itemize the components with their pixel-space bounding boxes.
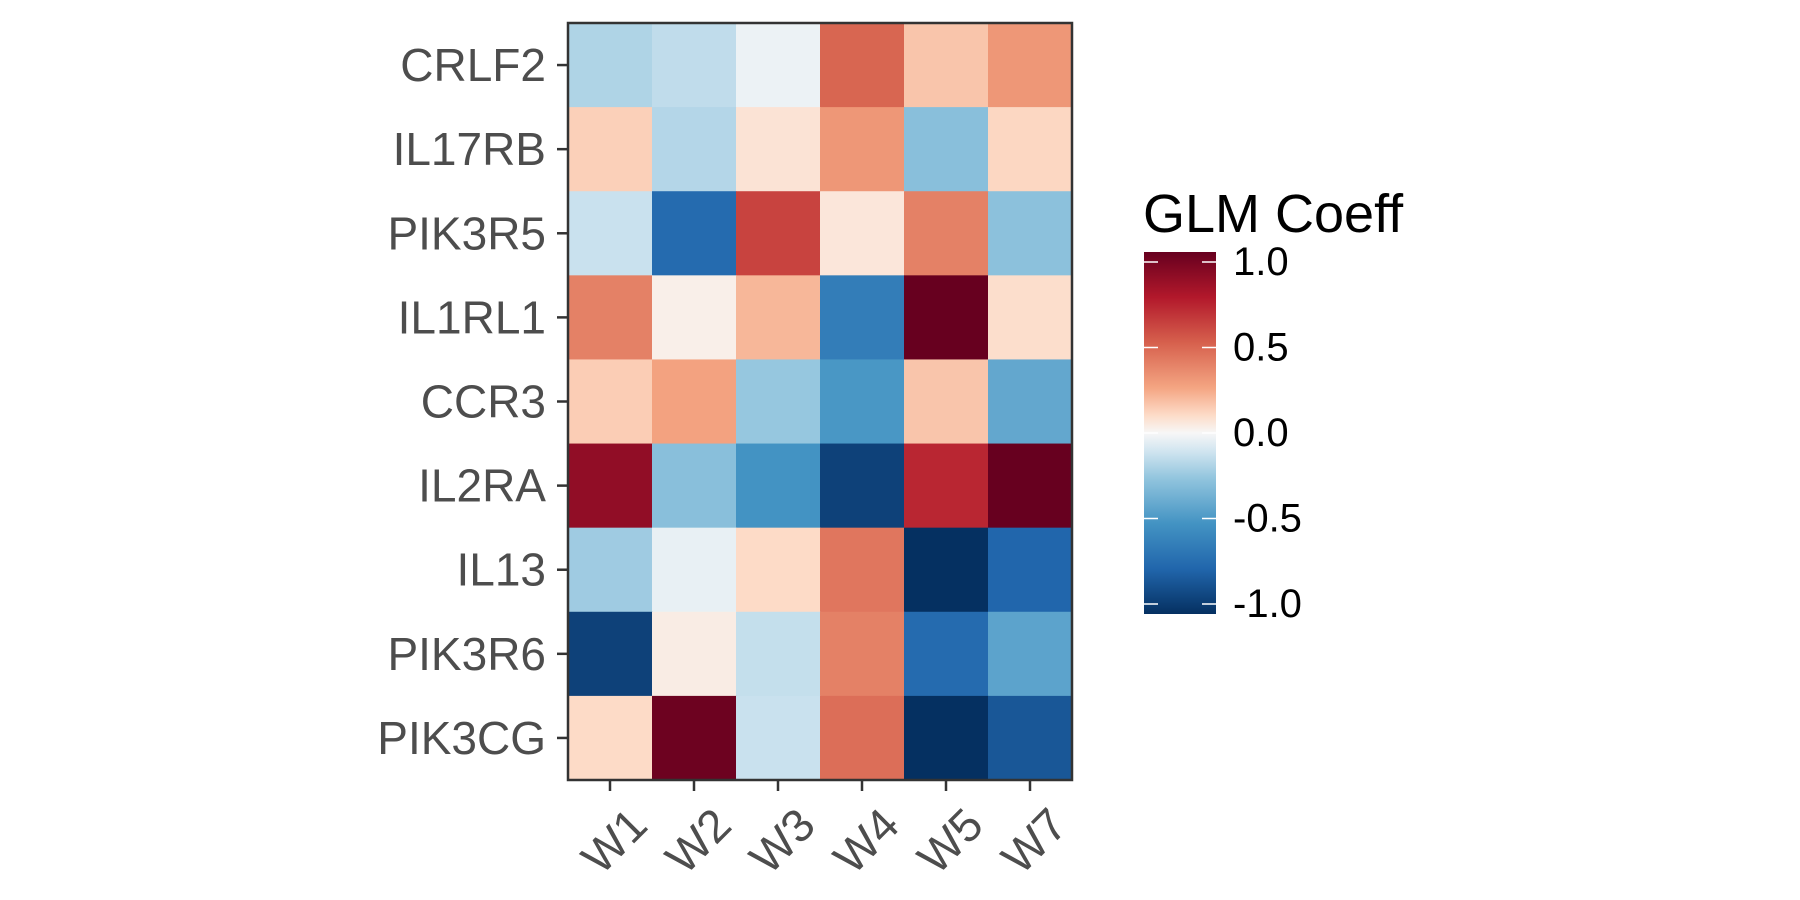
heatmap-cell-pik3r6-w5 — [904, 611, 989, 697]
heatmap-cell-il13-w7 — [988, 527, 1073, 613]
colorbar-tick-label: -0.5 — [1233, 497, 1302, 541]
heatmap-cell-il2ra-w2 — [652, 443, 737, 529]
heatmap-cell-il1rl1-w3 — [736, 275, 821, 361]
heatmap-cell-il17rb-w7 — [988, 107, 1073, 192]
y-tick-label-pik3r6: PIK3R6 — [387, 628, 546, 680]
heatmap-cell-pik3r5-w7 — [988, 191, 1073, 276]
y-tick-label-crlf2: CRLF2 — [400, 39, 546, 91]
heatmap-cell-il13-w1 — [568, 527, 653, 613]
heatmap-cell-il13-w3 — [736, 527, 821, 613]
heatmap-cell-ccr3-w7 — [988, 359, 1073, 445]
heatmap-cell-pik3r6-w1 — [568, 611, 653, 697]
heatmap-cell-il17rb-w3 — [736, 107, 821, 192]
x-tick-label-w4: W4 — [823, 798, 909, 884]
heatmap-cell-pik3r6-w4 — [820, 611, 905, 697]
x-tick-label-w5: W5 — [907, 798, 993, 884]
heatmap-cell-pik3r5-w1 — [568, 191, 653, 276]
y-tick-label-pik3r5: PIK3R5 — [387, 207, 546, 259]
heatmap-cell-pik3r5-w2 — [652, 191, 737, 276]
colorbar-ticks: 1.0 0.5 0.0 -0.5 -1.0 — [1144, 240, 1302, 626]
heatmap-cell-pik3cg-w1 — [568, 695, 653, 781]
heatmap-cell-pik3r6-w3 — [736, 611, 821, 697]
heatmap-cell-il17rb-w1 — [568, 107, 653, 192]
heatmap-cell-pik3r5-w4 — [820, 191, 905, 276]
heatmap-cell-il1rl1-w5 — [904, 275, 989, 361]
heatmap-cell-crlf2-w1 — [568, 23, 653, 108]
colorbar-tick-label: 0.0 — [1233, 411, 1289, 455]
heatmap-cell-pik3r6-w7 — [988, 611, 1073, 697]
heatmap-cell-pik3r5-w3 — [736, 191, 821, 276]
x-tick-label-w3: W3 — [739, 798, 825, 884]
y-tick-label-ccr3: CCR3 — [421, 376, 546, 428]
heatmap-cells — [568, 23, 1073, 781]
x-tick-label-w7: W7 — [991, 798, 1077, 884]
heatmap-cell-crlf2-w5 — [904, 23, 989, 108]
heatmap-cell-pik3cg-w5 — [904, 695, 989, 781]
heatmap-cell-pik3r6-w2 — [652, 611, 737, 697]
y-tick-label-il2ra: IL2RA — [418, 460, 546, 512]
heatmap-cell-il2ra-w7 — [988, 443, 1073, 529]
heatmap-cell-pik3cg-w7 — [988, 695, 1073, 781]
y-tick-label-il17rb: IL17RB — [393, 123, 546, 175]
heatmap-cell-ccr3-w1 — [568, 359, 653, 445]
x-tick-label-w2: W2 — [655, 798, 741, 884]
heatmap-cell-crlf2-w4 — [820, 23, 905, 108]
colorbar-tick-label: 1.0 — [1233, 240, 1289, 284]
colorbar-legend: GLM Coeff 1.0 0.5 0.0 -0.5 -1.0 — [1143, 184, 1404, 626]
heatmap-cell-il13-w4 — [820, 527, 905, 613]
x-tick-label-w1: W1 — [571, 798, 657, 884]
heatmap-cell-il2ra-w3 — [736, 443, 821, 529]
heatmap-cell-il17rb-w4 — [820, 107, 905, 192]
heatmap-cell-il1rl1-w2 — [652, 275, 737, 361]
heatmap-cell-crlf2-w7 — [988, 23, 1073, 108]
y-axis: CRLF2 IL17RB PIK3R5 IL1RL1 CCR3 IL2RA IL13 PIK3… — [377, 39, 568, 764]
heatmap-cell-pik3cg-w2 — [652, 695, 737, 781]
heatmap-cell-ccr3-w5 — [904, 359, 989, 445]
heatmap-cell-il17rb-w5 — [904, 107, 989, 192]
heatmap-cell-pik3cg-w4 — [820, 695, 905, 781]
y-tick-label-pik3cg: PIK3CG — [377, 712, 546, 764]
colorbar-tick-label: -1.0 — [1233, 582, 1302, 626]
heatmap-cell-il1rl1-w1 — [568, 275, 653, 361]
heatmap-cell-crlf2-w3 — [736, 23, 821, 108]
heatmap-cell-il2ra-w5 — [904, 443, 989, 529]
heatmap-cell-il1rl1-w4 — [820, 275, 905, 361]
heatmap-cell-il1rl1-w7 — [988, 275, 1073, 361]
heatmap-cell-ccr3-w3 — [736, 359, 821, 445]
heatmap-cell-crlf2-w2 — [652, 23, 737, 108]
y-tick-label-il13: IL13 — [456, 544, 546, 596]
legend-title: GLM Coeff — [1143, 184, 1404, 244]
heatmap-cell-il2ra-w1 — [568, 443, 653, 529]
heatmap-cell-ccr3-w2 — [652, 359, 737, 445]
heatmap-cell-il13-w2 — [652, 527, 737, 613]
heatmap-cell-pik3r5-w5 — [904, 191, 989, 276]
heatmap-cell-pik3cg-w3 — [736, 695, 821, 781]
heatmap-cell-ccr3-w4 — [820, 359, 905, 445]
heatmap-cell-il17rb-w2 — [652, 107, 737, 192]
colorbar-tick-label: 0.5 — [1233, 326, 1289, 370]
heatmap-cell-il2ra-w4 — [820, 443, 905, 529]
y-tick-label-il1rl1: IL1RL1 — [398, 291, 546, 343]
heatmap-cell-il13-w5 — [904, 527, 989, 613]
